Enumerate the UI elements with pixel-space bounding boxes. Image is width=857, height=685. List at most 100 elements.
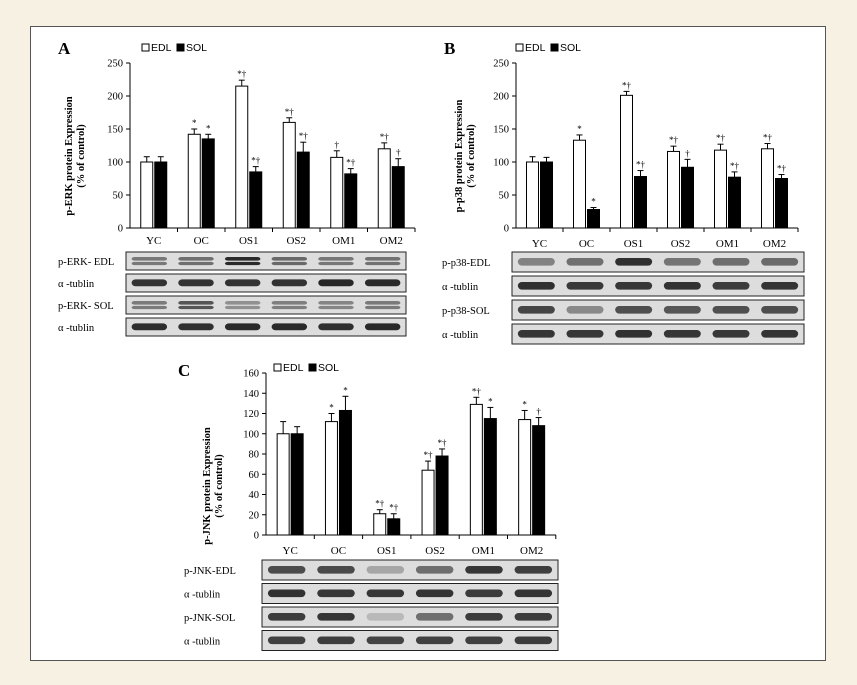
blot-band	[131, 305, 168, 310]
blot-band	[178, 257, 214, 261]
panel-b: B EDL SOL p-p38 protein Expression (% of con…	[438, 38, 818, 353]
y-axis-label-c: p-JNK protein Expression (% of control)	[202, 427, 225, 545]
bar-sol-yc	[154, 161, 168, 229]
bar-edl-oc	[324, 421, 338, 536]
x-tick-label: YC	[146, 235, 161, 247]
x-tick-label: OM2	[763, 238, 786, 250]
blot-band	[224, 261, 261, 266]
legend-label-sol: SOL	[560, 42, 581, 54]
significance-marker: *†	[299, 131, 309, 141]
significance-marker: *†	[251, 156, 261, 166]
legend-swatch-edl	[515, 43, 524, 52]
y-tick-label: 150	[493, 125, 509, 136]
blot-band	[514, 566, 553, 574]
x-tick-label: OC	[579, 238, 594, 250]
y-axis-title-line2: (% of control)	[466, 124, 477, 188]
y-tick-label: 100	[493, 158, 509, 169]
blot-band	[663, 258, 701, 266]
blot-background	[511, 275, 805, 297]
bar-edl-os2	[421, 469, 435, 536]
chart-c: C EDL SOL p-JNK protein Expression (% of con…	[178, 361, 559, 651]
x-tick-label: OM2	[520, 545, 543, 557]
x-tick-label: OS2	[425, 545, 445, 557]
significance-marker: *†	[669, 135, 679, 145]
blot-background	[261, 606, 559, 628]
blot-band	[517, 306, 555, 314]
bar-edl-os2	[282, 121, 296, 229]
blot-band	[761, 306, 799, 314]
blot-band	[514, 636, 553, 645]
legend-swatch-sol	[176, 43, 185, 52]
blot-band	[271, 261, 308, 266]
blot-background	[261, 583, 559, 604]
blot-band	[131, 261, 168, 266]
blot-background	[125, 273, 407, 293]
bar-sol-os2	[296, 151, 310, 229]
blot-band	[364, 279, 401, 287]
blot-band	[517, 282, 555, 290]
blot-band	[364, 261, 401, 266]
blot-band	[615, 306, 653, 314]
y-tick-label: 250	[107, 59, 123, 70]
blot-background	[261, 630, 559, 651]
blot-band	[415, 589, 454, 598]
legend-label-edl: EDL	[151, 42, 172, 54]
significance-marker: *†	[763, 133, 773, 143]
blot-band	[131, 323, 168, 331]
blot-label: α -tublin	[58, 279, 95, 290]
significance-marker: *	[329, 403, 334, 413]
bar-sol-os1	[387, 518, 401, 536]
y-axis-title-line1: p-ERK protein Expression	[64, 96, 75, 215]
blot-band	[224, 257, 261, 261]
y-tick-label: 60	[249, 470, 260, 481]
significance-marker: *†	[777, 164, 787, 174]
blot-background	[125, 317, 407, 337]
y-tick-label: 0	[118, 224, 123, 235]
significance-marker: †	[335, 140, 340, 150]
bar-sol-os1	[634, 176, 647, 229]
significance-marker: *	[591, 197, 596, 207]
bar-edl-yc	[276, 433, 290, 536]
significance-marker: *†	[380, 132, 390, 142]
bar-edl-om2	[518, 419, 532, 536]
blot-band	[514, 589, 553, 598]
blot-band	[712, 330, 750, 338]
y-axis-label-b: p-p38 protein Expression (% of control)	[454, 99, 477, 212]
y-tick-label: 150	[107, 125, 123, 136]
blot-band	[267, 589, 306, 598]
blot-band	[271, 257, 308, 261]
blot-band	[712, 258, 750, 266]
x-tick-label: OS2	[671, 238, 691, 250]
bar-sol-om2	[391, 166, 405, 229]
y-tick-label: 140	[243, 389, 259, 400]
bar-sol-om1	[344, 173, 358, 229]
blot-band	[224, 279, 261, 287]
significance-marker: *†	[622, 80, 632, 90]
significance-marker: *	[488, 396, 493, 406]
bar-edl-os1	[373, 513, 387, 536]
blot-band	[514, 613, 553, 621]
legend-a: EDL SOL	[141, 42, 207, 54]
blot-band	[318, 301, 354, 305]
legend-swatch-sol	[550, 43, 559, 52]
blot-strip-4	[125, 317, 407, 337]
chart-b: B EDL SOL p-p38 protein Expression (% of con…	[442, 39, 805, 345]
x-tick-label: YC	[283, 545, 298, 557]
x-tick-label: OM1	[332, 235, 355, 247]
blot-band	[465, 589, 503, 598]
blot-strip-4	[261, 630, 559, 651]
bar-edl-om1	[469, 403, 483, 536]
significance-marker: *†	[346, 158, 356, 168]
y-tick-label: 160	[243, 369, 259, 380]
significance-marker: †	[685, 148, 690, 158]
blot-strip-2	[261, 583, 559, 604]
bar-sol-om2	[532, 425, 546, 536]
blot-band	[465, 566, 503, 574]
blot-band	[517, 330, 555, 338]
blot-strip-4	[511, 323, 805, 345]
y-axis-title-line2: (% of control)	[76, 124, 87, 188]
x-tick-label: OM2	[380, 235, 403, 247]
legend-label-sol: SOL	[186, 42, 207, 54]
legend-swatch-edl	[141, 43, 150, 52]
blot-band	[364, 323, 401, 331]
